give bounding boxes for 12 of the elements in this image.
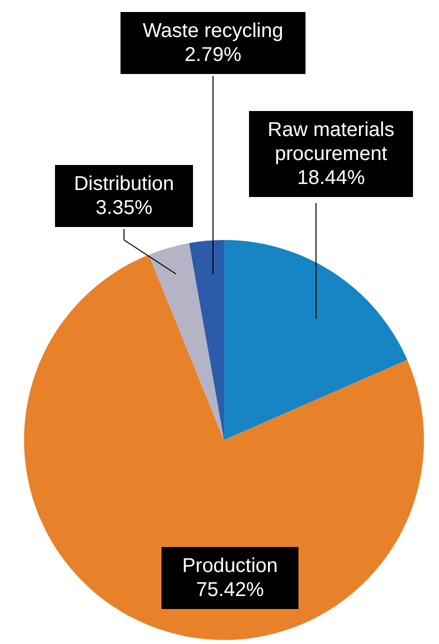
data-label: 18.44% <box>297 167 366 189</box>
pie-slice <box>224 240 408 440</box>
pie-slice <box>189 240 224 440</box>
pie-slice <box>24 254 424 640</box>
slice-label: Waste recycling <box>142 20 284 42</box>
slice-label: Distribution <box>74 173 174 195</box>
slice-label: Production <box>182 555 278 577</box>
slice-label: Raw materials procurement <box>268 119 394 165</box>
data-label: 2.79% <box>184 44 242 66</box>
data-label: 3.35% <box>96 197 153 219</box>
pie-slice <box>148 243 224 440</box>
data-label: 75.42% <box>196 579 264 601</box>
